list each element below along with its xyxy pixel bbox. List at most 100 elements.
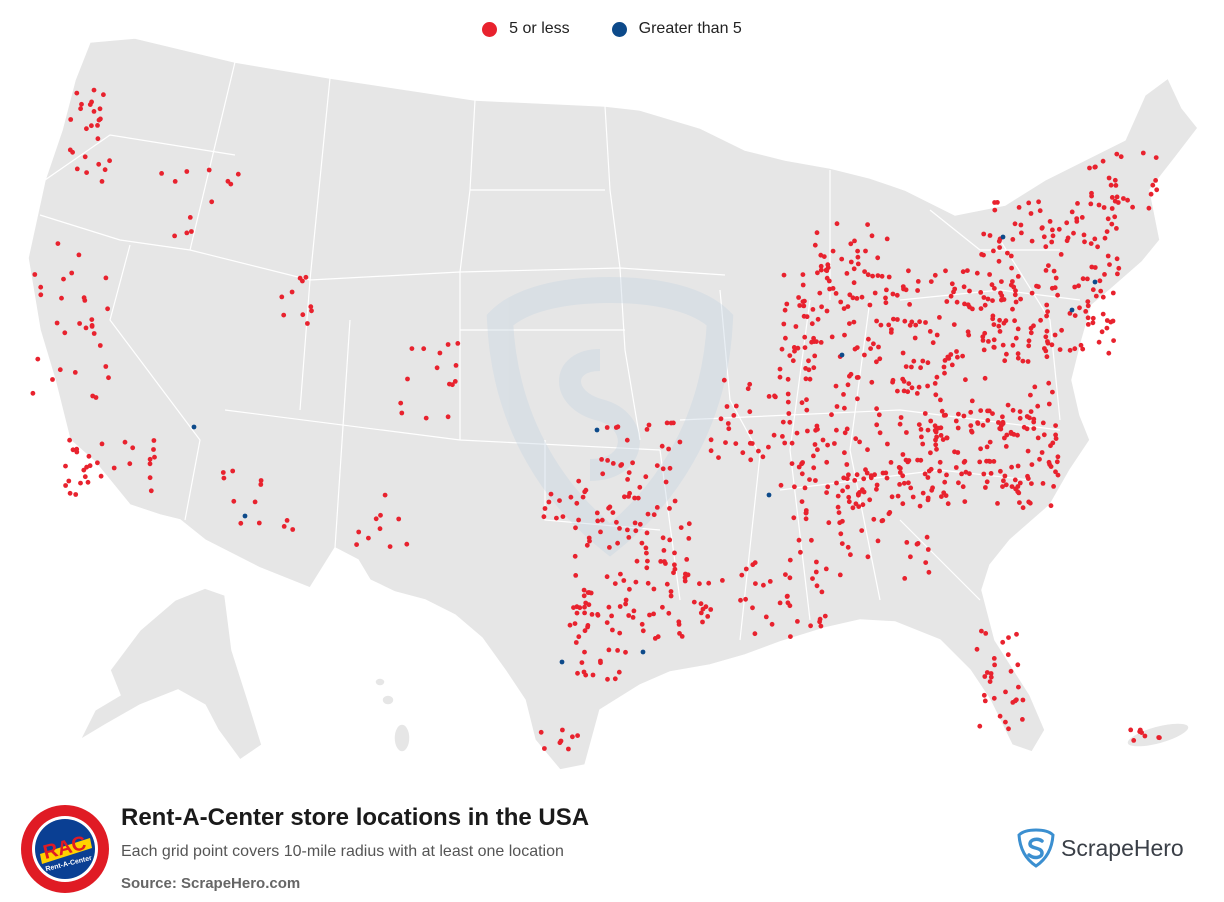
location-dot-low [942,358,948,363]
location-dot-low [557,498,562,503]
location-dot-low [1087,165,1092,171]
location-dot-low [854,375,860,380]
location-dot-low [928,279,934,284]
location-dot-low [1016,684,1021,690]
location-dot-low [869,233,875,239]
location-dot-low [1071,230,1076,236]
location-dot-low [682,575,688,580]
location-dot-low [1028,392,1033,398]
location-dot-low [1049,342,1055,348]
location-dot-low [726,426,732,432]
location-dot-low [542,506,548,511]
location-dot-low [1051,268,1057,274]
location-dot-low [767,579,773,584]
location-dot-low [837,520,843,526]
location-dot-low [853,436,859,442]
location-dot-low [1010,279,1015,284]
location-dot-low [777,374,783,380]
location-dot-high [594,427,600,433]
location-dot-low [1090,320,1096,326]
location-dot-low [723,440,728,445]
location-dot-low [1078,342,1084,348]
location-dot-low [230,468,236,474]
location-dot-low [841,392,846,397]
location-dot-low [1101,205,1107,210]
location-dot-low [718,416,724,422]
location-dot-low [78,480,83,486]
location-dot-low [1004,351,1009,357]
legend-label-low: 5 or less [509,20,570,37]
location-dot-low [1016,205,1022,210]
location-dot-low [861,489,867,495]
location-dot-low [999,293,1005,299]
location-dot-low [753,581,758,586]
location-dot-low [1025,448,1031,454]
location-dot-low [1001,320,1007,326]
location-dot-low [1046,263,1051,268]
location-dot-low [979,628,984,634]
location-dot-low [913,322,919,328]
location-dot-low [915,288,920,293]
location-dot-low [974,646,980,652]
location-dot-low [800,460,805,465]
location-dot-low [1098,288,1104,294]
location-dot-low [824,308,830,314]
location-dot-low [1085,322,1091,327]
location-dot-low [959,471,964,477]
location-dot-low [1017,480,1023,486]
legend-swatch-red [482,21,498,37]
location-dot-low [567,622,573,628]
location-dot-low [634,558,640,564]
state-borders [39,61,1081,641]
location-dot-low [874,406,879,412]
location-dot-low [1051,484,1056,489]
location-dot-low [804,397,809,403]
location-dot-low [645,580,651,586]
location-dot-low [988,471,994,476]
location-dot-low [985,296,991,302]
location-dot-low [944,299,950,304]
location-dot-low [1069,209,1075,215]
location-dot-low [1015,274,1021,279]
location-dot-low [631,608,637,614]
location-dot-low [990,411,995,416]
location-dot-low [582,628,588,634]
location-dot-low [855,491,861,497]
location-dot-low [1114,194,1120,200]
location-dot-low [962,499,968,504]
location-dot-low [672,498,678,504]
location-dot-low [848,552,853,558]
location-dot-low [915,279,921,284]
location-dot-low [74,449,80,455]
location-dot-low [897,482,902,487]
location-dot-low [1148,191,1154,197]
location-dot-low [1150,182,1156,188]
location-dot-low [256,520,262,526]
location-dot-low [1003,689,1008,695]
location-dot-low [560,727,565,733]
location-dot-low [920,358,926,364]
location-dot-low [1113,183,1119,188]
location-dot-low [846,499,852,505]
location-dot-low [945,501,951,507]
location-dot-low [825,262,831,268]
location-dot-low [221,475,227,481]
location-dot-low [700,606,706,612]
location-dot-low [846,494,852,500]
location-dot-low [1067,347,1073,353]
location-dot-low [845,544,851,550]
location-dot-low [548,491,554,497]
location-dot-low [811,465,817,471]
location-dot-low [573,640,579,645]
location-dot-low [1128,727,1134,733]
location-dot-low [865,222,870,228]
location-dot-low [815,270,820,276]
location-dot-low [752,560,758,566]
location-dot-low [786,411,792,416]
location-dot-low [841,475,847,481]
location-dot-low [147,456,153,462]
location-dot-low [1034,283,1039,289]
location-dot-low [89,317,95,322]
location-dot-low [30,390,36,396]
location-dot-low [1097,278,1103,284]
